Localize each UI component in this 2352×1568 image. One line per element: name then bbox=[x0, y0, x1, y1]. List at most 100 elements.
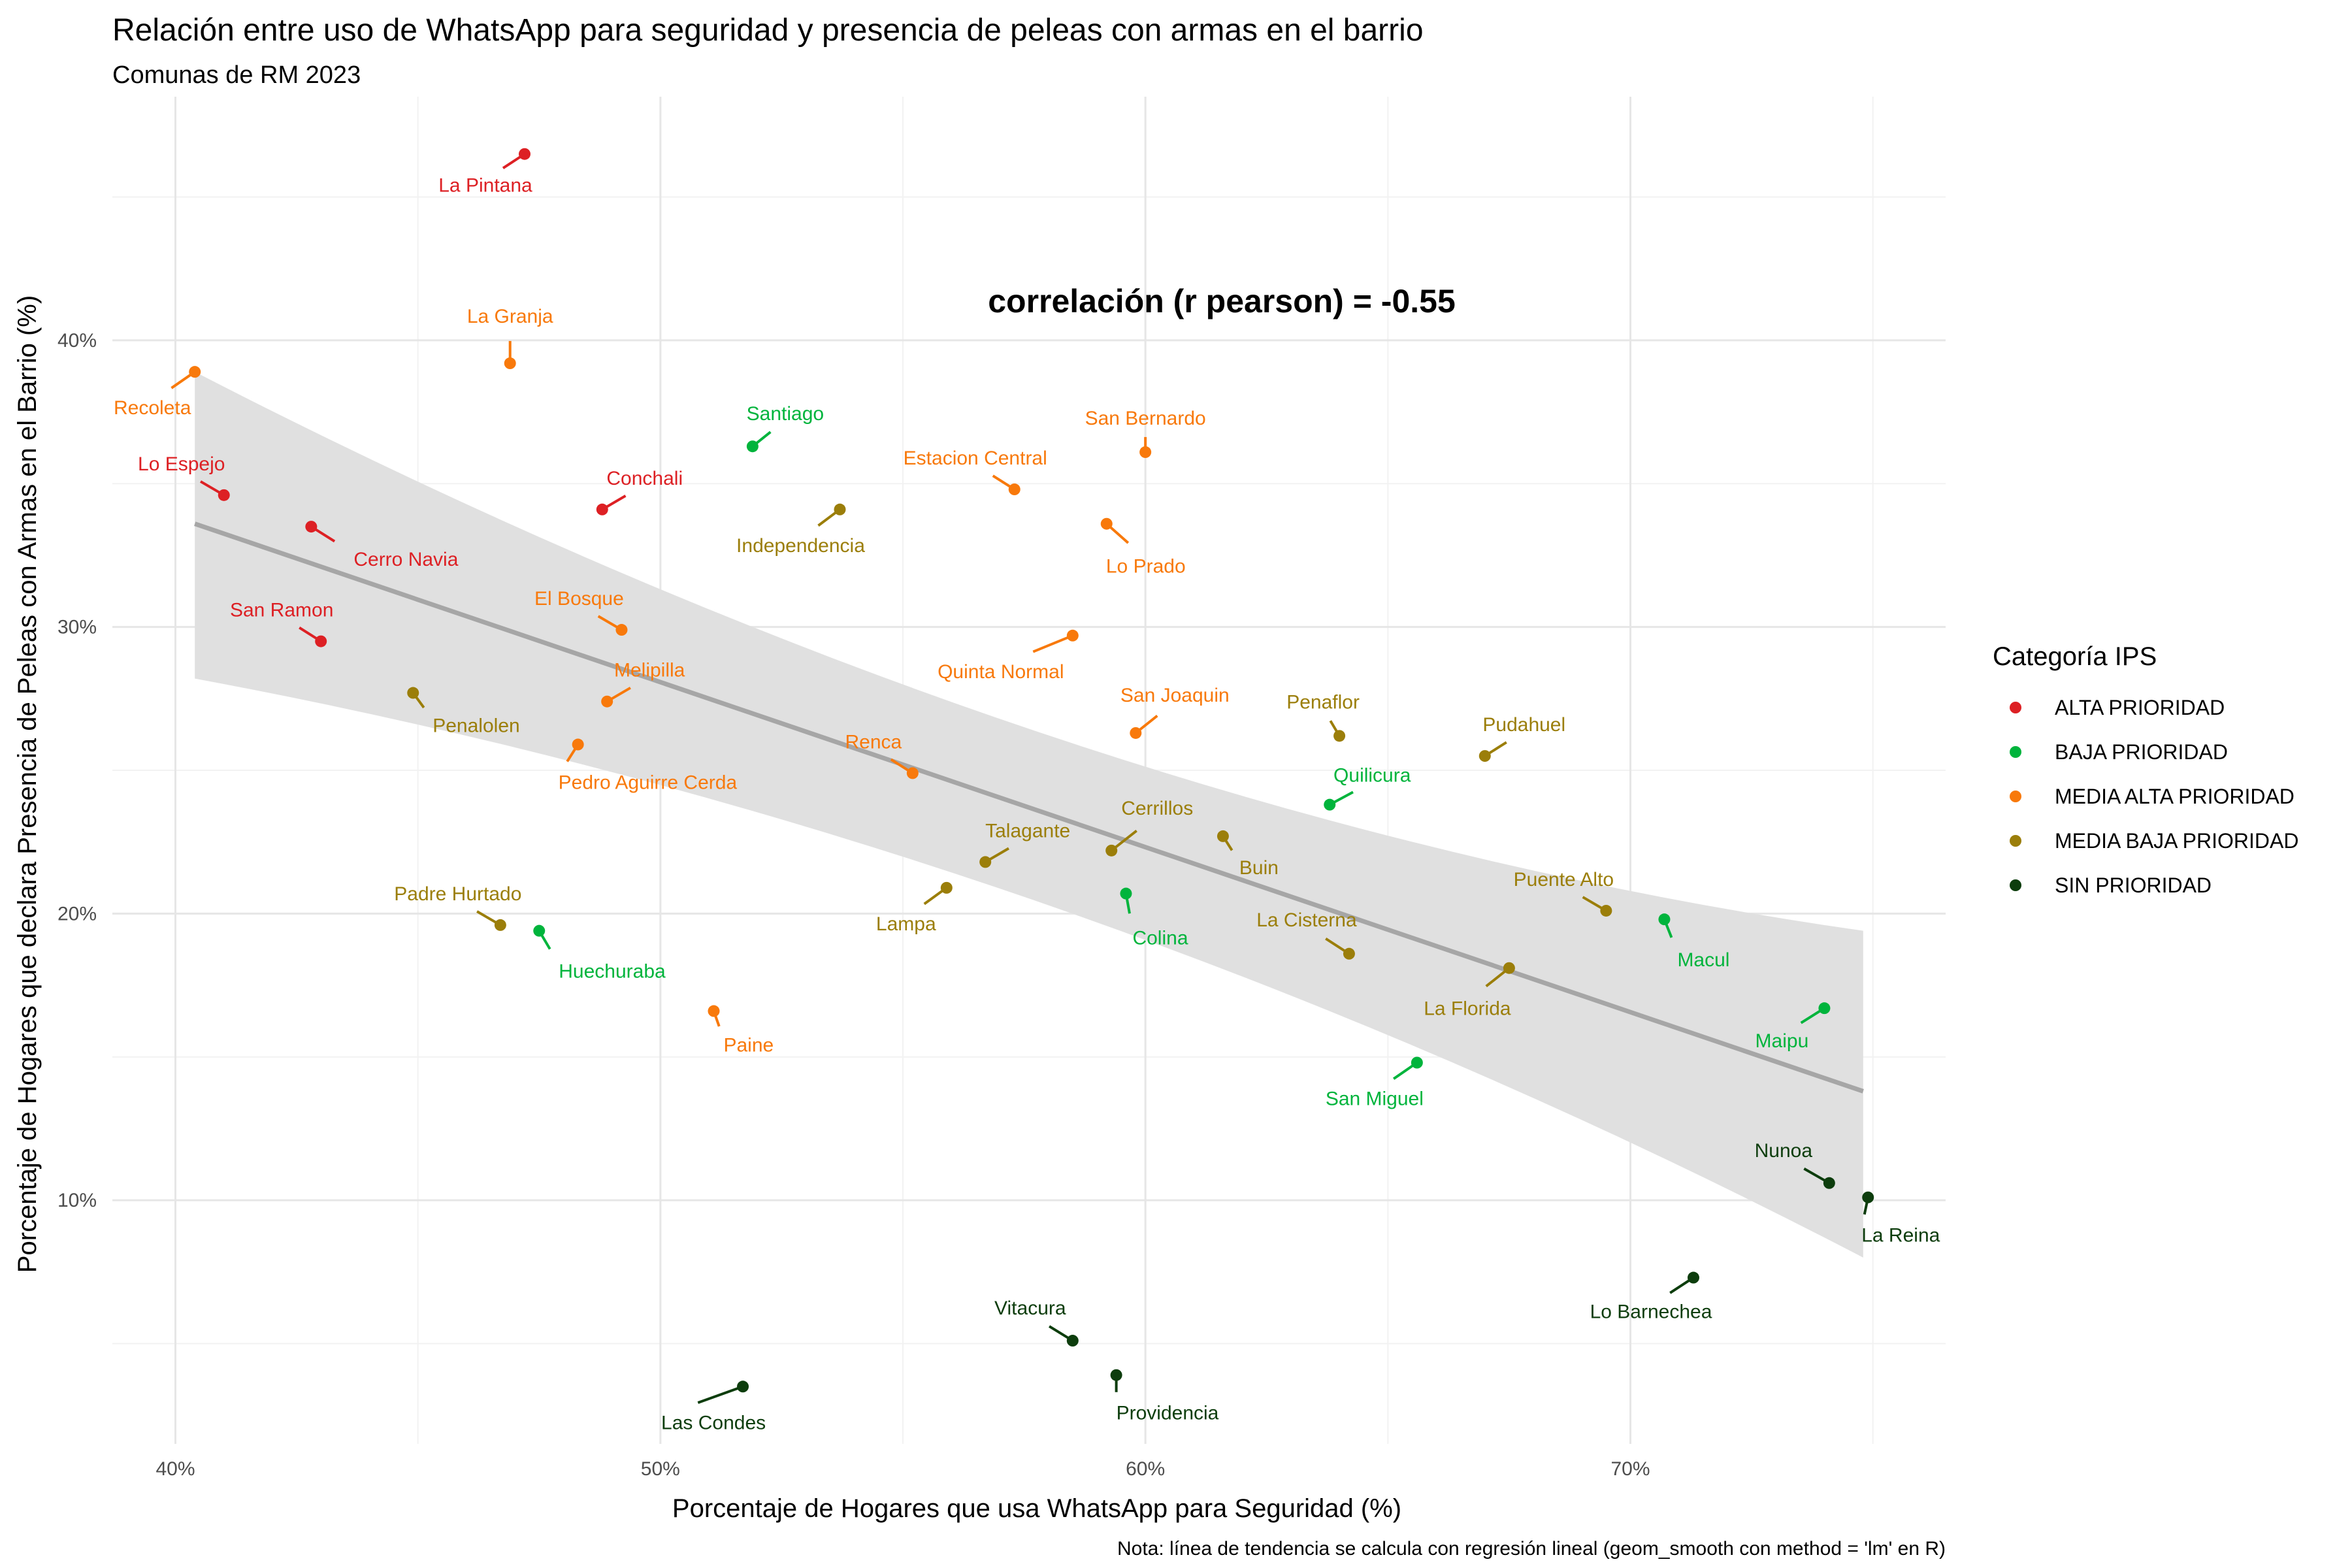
point-label: Buin bbox=[1239, 857, 1279, 879]
point-label: Talagante bbox=[985, 820, 1070, 841]
label-leader bbox=[1032, 634, 1073, 653]
point-label: La Pintana bbox=[438, 175, 532, 197]
data-point bbox=[218, 489, 230, 501]
data-point bbox=[1217, 830, 1229, 842]
data-point bbox=[1687, 1271, 1699, 1284]
data-point bbox=[407, 687, 419, 699]
data-points bbox=[189, 148, 1874, 1393]
point-label: Puente Alto bbox=[1514, 869, 1614, 890]
confidence-band-area bbox=[195, 372, 1863, 1258]
correlation-annotation: correlación (r pearson) = -0.55 bbox=[988, 283, 1456, 319]
data-point bbox=[1324, 798, 1336, 811]
legend-label: BAJA PRIORIDAD bbox=[2055, 740, 2228, 764]
x-tick-label: 70% bbox=[1610, 1458, 1650, 1480]
data-point bbox=[1139, 446, 1152, 459]
data-point bbox=[572, 738, 584, 751]
point-label: Melipilla bbox=[614, 660, 685, 681]
point-label: Independencia bbox=[736, 535, 865, 557]
y-tick-label: 30% bbox=[57, 617, 97, 638]
data-point bbox=[189, 366, 201, 378]
y-axis-title: Porcentaje de Hogares que declara Presen… bbox=[13, 295, 42, 1273]
chart-title: Relación entre uso de WhatsApp para segu… bbox=[112, 13, 1424, 48]
point-label: Lampa bbox=[876, 913, 936, 935]
point-label: Paine bbox=[723, 1035, 774, 1056]
point-label: Quinta Normal bbox=[938, 661, 1064, 683]
data-point bbox=[1503, 962, 1515, 974]
point-label: La Reina bbox=[1861, 1225, 1940, 1247]
data-point bbox=[1008, 483, 1021, 496]
data-point bbox=[1823, 1177, 1835, 1189]
point-label: El Bosque bbox=[534, 588, 624, 610]
data-point bbox=[1343, 947, 1355, 960]
point-label: La Florida bbox=[1424, 998, 1511, 1020]
point-label: Lo Espejo bbox=[138, 453, 225, 475]
point-label: Nunoa bbox=[1755, 1140, 1813, 1162]
point-label: Estacion Central bbox=[904, 448, 1047, 469]
data-point bbox=[305, 521, 318, 533]
point-label: Vitacura bbox=[994, 1298, 1066, 1319]
data-point bbox=[315, 635, 327, 647]
point-label: San Miguel bbox=[1326, 1088, 1424, 1109]
legend-label: ALTA PRIORIDAD bbox=[2055, 696, 2225, 719]
data-point bbox=[518, 148, 531, 160]
data-point bbox=[1600, 904, 1612, 917]
legend-key bbox=[2010, 791, 2021, 802]
legend-title: Categoría IPS bbox=[1993, 642, 2157, 671]
point-label: Padre Hurtado bbox=[394, 883, 521, 905]
x-tick-label: 60% bbox=[1126, 1458, 1165, 1480]
point-label: San Joaquin bbox=[1120, 685, 1230, 706]
data-point bbox=[737, 1380, 749, 1393]
data-point bbox=[1478, 750, 1491, 762]
point-label: Recoleta bbox=[114, 397, 191, 419]
point-labels: La Pintana La Granja Recoleta Santiago San B… bbox=[114, 175, 1940, 1434]
point-label: Conchali bbox=[606, 468, 683, 489]
data-point bbox=[1130, 727, 1142, 739]
point-label: Macul bbox=[1677, 949, 1729, 971]
point-label: La Granja bbox=[467, 306, 553, 327]
point-label: La Cisterna bbox=[1256, 909, 1357, 931]
point-label: Las Condes bbox=[661, 1412, 766, 1433]
point-label: Santiago bbox=[747, 403, 824, 425]
legend: Categoría IPS ALTA PRIORIDAD BAJA PRIORID… bbox=[1993, 642, 2298, 897]
data-point bbox=[1411, 1056, 1423, 1069]
legend-label: SIN PRIORIDAD bbox=[2055, 874, 2212, 897]
point-label: Colina bbox=[1132, 928, 1188, 949]
regression-line bbox=[194, 521, 1864, 1094]
point-label: Maipu bbox=[1756, 1030, 1809, 1052]
data-point bbox=[1100, 517, 1113, 530]
data-point bbox=[940, 881, 953, 894]
data-point bbox=[504, 357, 516, 370]
y-tick-label: 40% bbox=[57, 330, 97, 351]
point-label: Quilicura bbox=[1333, 765, 1411, 787]
data-point bbox=[906, 767, 919, 779]
point-label: San Ramon bbox=[230, 600, 333, 621]
point-label: Pedro Aguirre Cerda bbox=[559, 772, 738, 794]
data-point bbox=[1120, 887, 1132, 900]
data-point bbox=[615, 624, 628, 636]
x-tick-label: 40% bbox=[155, 1458, 195, 1480]
label-leader bbox=[697, 1385, 743, 1404]
point-label: Penalolen bbox=[433, 715, 519, 737]
data-point bbox=[596, 503, 608, 515]
data-point bbox=[1066, 1335, 1079, 1347]
point-label: Renca bbox=[845, 731, 902, 753]
data-point bbox=[1818, 1002, 1831, 1015]
legend-label: MEDIA BAJA PRIORIDAD bbox=[2055, 829, 2298, 853]
data-point bbox=[1066, 629, 1079, 642]
point-label: Cerro Navia bbox=[353, 549, 458, 570]
data-point bbox=[979, 856, 992, 868]
data-point bbox=[1105, 844, 1118, 857]
point-label: Lo Prado bbox=[1106, 556, 1186, 578]
x-tick-label: 50% bbox=[641, 1458, 680, 1480]
legend-key bbox=[2010, 746, 2021, 758]
x-axis-title: Porcentaje de Hogares que usa WhatsApp p… bbox=[672, 1494, 1401, 1523]
data-point bbox=[1110, 1369, 1122, 1381]
y-tick-label: 20% bbox=[57, 903, 97, 924]
axis-ticks: 40% 50% 60% 70% 10% 20% 30% 40% bbox=[57, 330, 1650, 1480]
point-label: San Bernardo bbox=[1085, 408, 1206, 429]
point-label: Huechuraba bbox=[559, 961, 666, 983]
data-point bbox=[834, 503, 846, 515]
point-label: Cerrillos bbox=[1121, 798, 1193, 819]
chart-subtitle: Comunas de RM 2023 bbox=[112, 61, 361, 89]
